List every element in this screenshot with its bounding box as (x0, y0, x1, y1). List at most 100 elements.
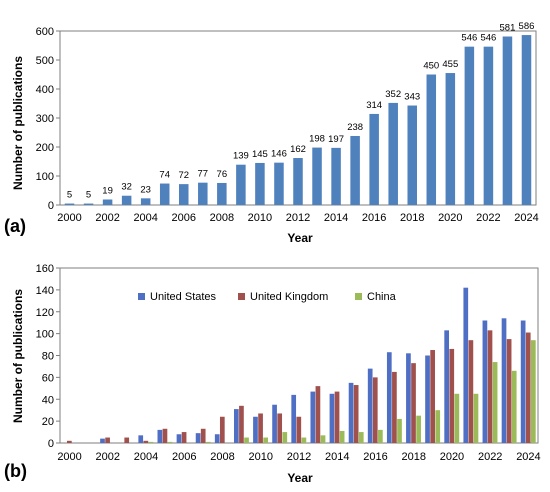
y-tick-label: 60 (42, 372, 54, 384)
bar-united-kingdom-2008 (219, 416, 225, 443)
x-tick-label: 2008 (210, 451, 234, 463)
data-label-2006: 72 (178, 170, 189, 181)
bar-united-kingdom-2018 (411, 363, 416, 443)
bar-2011 (274, 162, 284, 205)
bar-2007 (198, 182, 208, 205)
y-tick-label: 100 (36, 329, 54, 341)
x-tick-label: 2002 (95, 212, 119, 224)
data-label-2015: 238 (347, 122, 363, 133)
y-tick-label: 100 (36, 171, 54, 183)
bar-china-2021 (473, 393, 479, 443)
legend-label: United States (150, 291, 217, 303)
bar-china-2007 (205, 441, 211, 443)
panel-label-a: (a) (4, 216, 26, 236)
bar-united-states-2020 (444, 330, 450, 443)
x-tick-label: 2006 (172, 451, 196, 463)
data-label-2021: 546 (461, 33, 477, 44)
y-tick-label: 40 (42, 394, 54, 406)
bar-united-kingdom-2013 (315, 386, 321, 443)
y-tick-label: 160 (36, 263, 54, 275)
data-label-2009: 139 (233, 151, 249, 162)
bar-united-kingdom-2000 (67, 440, 72, 443)
x-tick-label: 2012 (286, 212, 310, 224)
x-tick-label: 2014 (324, 212, 348, 224)
bar-china-2011 (282, 432, 288, 443)
bar-united-states-2013 (310, 391, 316, 443)
bar-united-kingdom-2010 (258, 413, 263, 443)
bar-united-kingdom-2014 (334, 391, 340, 443)
data-label-2022: 546 (480, 33, 496, 44)
x-tick-label: 2018 (401, 451, 425, 463)
data-label-2017: 352 (385, 89, 401, 100)
bar-united-states-2016 (367, 368, 373, 443)
bar-united-kingdom-2022 (487, 330, 493, 443)
data-label-2012: 162 (290, 144, 306, 155)
bar-2023 (502, 36, 513, 206)
bar-united-states-2022 (482, 320, 488, 443)
data-label-2016: 314 (366, 100, 382, 111)
chart-a: (a) Number of publications Year 0 100 200 3… (4, 21, 539, 245)
y-tick-label: 140 (36, 285, 54, 297)
bar-china-2017 (397, 418, 402, 443)
bar-united-kingdom-2023 (506, 339, 512, 443)
bar-united-states-2008 (214, 434, 220, 443)
legend-swatch (355, 293, 362, 300)
bar-united-states-2019 (425, 355, 430, 443)
bar-united-states-2024 (520, 320, 526, 443)
bar-united-states-2012 (291, 394, 297, 443)
bar-2015 (350, 135, 360, 205)
x-tick-label: 2024 (514, 212, 538, 224)
bar-2021 (464, 46, 475, 205)
bar-united-kingdom-2021 (468, 340, 474, 443)
x-tick-label: 2020 (440, 451, 464, 463)
bar-united-kingdom-2016 (372, 377, 378, 443)
data-label-2004: 23 (140, 184, 151, 195)
bar-china-2024 (530, 340, 536, 443)
x-tick-label: 2016 (363, 451, 387, 463)
bar-china-2018 (416, 415, 421, 443)
bar-2006 (179, 184, 189, 205)
x-tick-label: 2018 (400, 212, 424, 224)
bar-united-states-2011 (272, 404, 277, 443)
bar-united-kingdom-2005 (162, 428, 168, 443)
bar-united-kingdom-2017 (392, 371, 397, 443)
bar-united-states-2007 (195, 433, 201, 443)
bar-2003 (121, 195, 132, 205)
x-tick-label: 2004 (133, 212, 157, 224)
y-axis-label-a: Number of publications (11, 56, 25, 190)
y-axis-label-b: Number of publications (11, 289, 25, 423)
bar-china-2014 (339, 430, 345, 443)
bar-united-states-2021 (463, 287, 469, 443)
y-tick-label: 20 (42, 416, 54, 428)
data-label-2002: 19 (102, 185, 113, 196)
bar-2004 (140, 198, 151, 205)
x-tick-label: 2014 (325, 451, 349, 463)
x-tick-label: 2004 (134, 451, 158, 463)
bar-united-states-2004 (138, 435, 144, 443)
bar-united-kingdom-2024 (525, 332, 531, 443)
data-label-2020: 455 (442, 59, 458, 70)
bar-united-states-2014 (329, 393, 335, 443)
legend-label: United Kingdom (250, 291, 328, 303)
bar-china-2005 (167, 441, 173, 443)
bar-united-kingdom-2012 (296, 416, 302, 443)
legend-swatch (238, 293, 245, 300)
bar-united-kingdom-2007 (200, 428, 206, 443)
bar-china-2020 (454, 393, 460, 443)
x-axis-label-b: Year (287, 471, 313, 485)
bar-united-kingdom-2004 (143, 440, 149, 443)
bar-2024 (521, 35, 532, 206)
bar-2022 (483, 46, 494, 205)
y-tick-label: 0 (48, 200, 54, 212)
bar-china-2012 (301, 437, 307, 443)
data-label-2018: 343 (404, 92, 420, 103)
bar-china-2013 (320, 435, 326, 443)
bar-united-kingdom-2006 (181, 432, 187, 443)
bar-united-states-2002 (100, 438, 105, 443)
bar-2016 (369, 113, 379, 205)
data-label-2008: 76 (217, 169, 228, 180)
data-label-2019: 450 (423, 61, 439, 72)
bar-2008 (217, 182, 227, 205)
bar-china-2022 (492, 362, 498, 443)
